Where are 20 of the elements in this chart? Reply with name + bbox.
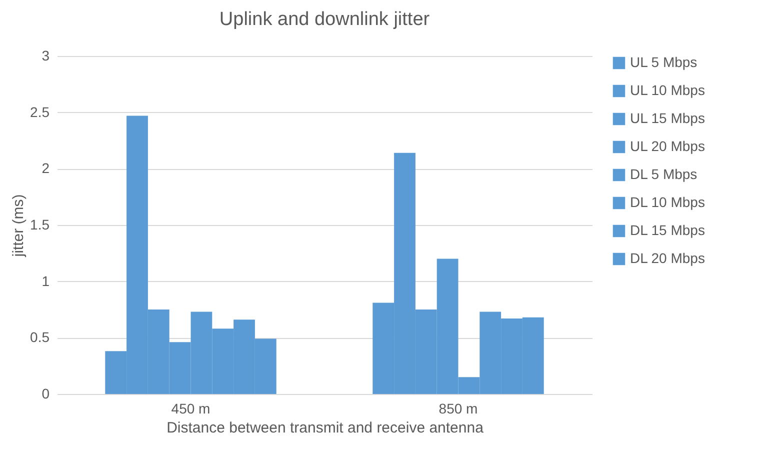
y-tick-label: 0.5	[30, 329, 50, 346]
x-axis-title: Distance between transmit and receive antenna	[166, 420, 484, 436]
legend-label: UL 5 Mbps	[630, 54, 698, 70]
legend-label: UL 15 Mbps	[630, 110, 705, 126]
chart-title: Uplink and downlink jitter	[219, 9, 430, 30]
x-tick-label: 850 m	[438, 400, 478, 416]
y-tick-label: 2	[42, 160, 50, 176]
y-axis-title: jitter (ms)	[10, 194, 28, 258]
y-tick-label: 1.5	[30, 216, 50, 232]
legend-label: DL 15 Mbps	[630, 222, 705, 238]
legend-label: UL 10 Mbps	[630, 82, 705, 98]
x-tick-label: 450 m	[171, 400, 210, 416]
legend-label: DL 10 Mbps	[630, 194, 705, 210]
y-tick-label: 2.5	[30, 104, 50, 120]
y-tick-label: 3	[42, 48, 50, 64]
y-tick-label: 1	[42, 272, 50, 289]
y-tick-label: 0	[42, 386, 50, 402]
legend-label: UL 20 Mbps	[630, 138, 705, 154]
legend-label: DL 20 Mbps	[630, 250, 705, 266]
legend-label: DL 5 Mbps	[630, 166, 698, 182]
